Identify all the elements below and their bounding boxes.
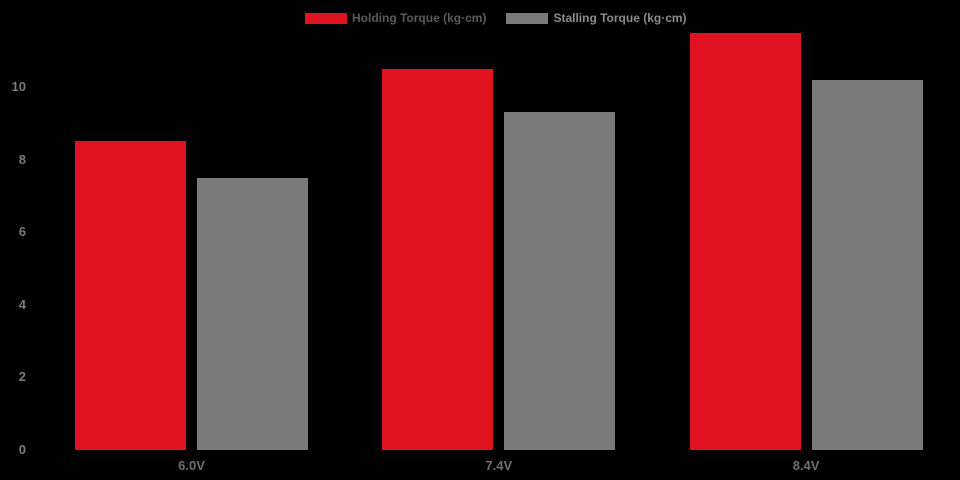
legend-label-stalling-torque: Stalling Torque (kg·cm) [553, 11, 687, 25]
legend-label-holding-torque: Holding Torque (kg·cm) [352, 11, 487, 25]
y-tick-label-10: 10 [11, 79, 26, 94]
legend-item-stalling-torque[interactable]: Stalling Torque (kg·cm) [506, 11, 687, 25]
bar-7.4v-holding-torque [382, 68, 494, 450]
legend-item-holding-torque[interactable]: Holding Torque (kg·cm) [305, 11, 486, 25]
x-tick-label-8.4v: 8.4V [792, 458, 820, 473]
bar-6.0v-stalling-torque [197, 177, 308, 450]
y-tick-label-6: 6 [18, 224, 26, 240]
bar-8.4v-holding-torque [689, 32, 801, 450]
x-tick-label-7.4v: 7.4V [485, 458, 513, 473]
y-tick-label-2: 2 [18, 369, 26, 385]
bar-6.0v-holding-torque [75, 141, 186, 450]
y-tick-label-0: 0 [18, 442, 26, 457]
legend-swatch-stalling-torque [506, 12, 549, 24]
bar-8.4v-stalling-torque [811, 79, 923, 450]
legend: Holding Torque (kg·cm) Stalling Torque (k… [305, 11, 687, 25]
legend-swatch-holding-torque [305, 12, 347, 24]
x-tick-label-6.0v: 6.0V [178, 458, 205, 473]
y-tick-label-8: 8 [18, 151, 26, 167]
y-tick-label-4: 4 [18, 296, 26, 312]
bar-7.4v-stalling-torque [504, 112, 616, 450]
